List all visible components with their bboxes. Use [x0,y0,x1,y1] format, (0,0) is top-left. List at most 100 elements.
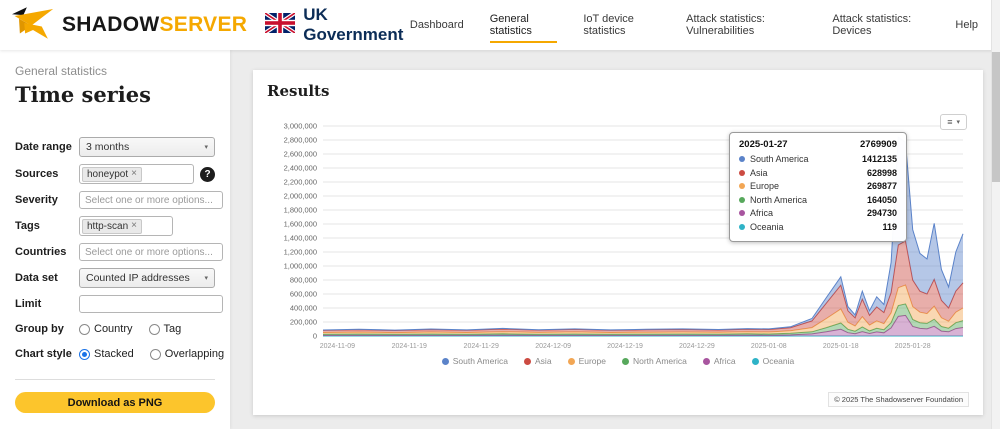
svg-text:2,400,000: 2,400,000 [284,164,317,173]
svg-text:2024-11-19: 2024-11-19 [392,343,427,350]
data-set-select[interactable]: Counted IP addresses ▾ [79,268,215,288]
svg-text:3,000,000: 3,000,000 [284,122,317,131]
tags-row: Tags http-scan × [15,216,215,236]
sources-input[interactable]: honeypot × [79,164,194,184]
legend-item[interactable]: Oceania [751,356,794,366]
series-color-dot [739,223,745,230]
copyright-text: © 2025 The Shadowserver Foundation [828,392,969,407]
breadcrumb: General statistics [15,64,108,78]
scrollbar[interactable] [991,0,1000,429]
legend-item[interactable]: Asia [524,356,552,366]
sidebar-divider [15,379,215,380]
tooltip-row: Asia 628998 [739,168,897,178]
limit-label: Limit [15,298,42,310]
svg-text:2,600,000: 2,600,000 [284,150,317,159]
series-color-dot [702,357,710,365]
svg-text:400,000: 400,000 [290,304,317,313]
filter-chip[interactable]: http-scan × [82,218,142,234]
results-card: Results ≡ ▾ 0 200,000 400,000 600,000 800,00… [253,70,983,415]
radio-unchecked-icon[interactable] [148,323,160,335]
date-range-select[interactable]: 3 months ▾ [79,137,215,157]
radio-option[interactable]: Stacked [79,348,134,360]
legend-item[interactable]: Africa [702,356,736,366]
svg-text:600,000: 600,000 [290,290,317,299]
filter-chip[interactable]: honeypot × [82,166,142,182]
svg-text:1,800,000: 1,800,000 [284,206,317,215]
uk-government-badge: UK Government [264,5,410,45]
bird-icon [12,6,54,45]
svg-text:2025-01-28: 2025-01-28 [895,343,931,350]
countries-row: Countries [15,243,223,261]
legend-item[interactable]: South America [441,356,508,366]
chart-export-menu-button[interactable]: ≡ ▾ [940,114,967,130]
shadowserver-logo[interactable]: SHADOWSERVER [12,6,247,45]
series-color-dot [567,357,575,365]
svg-text:2024-12-29: 2024-12-29 [679,343,715,350]
series-color-dot [739,210,745,216]
svg-text:2024-11-29: 2024-11-29 [464,343,499,350]
top-bar: SHADOWSERVER UK Government Dashboard Gene… [0,0,1000,50]
chart-legend: South America Asia Europe North America Afri… [267,356,969,366]
series-color-dot [739,169,745,176]
tooltip-date: 2025-01-27 [739,139,788,150]
date-range-label: Date range [15,141,72,153]
tooltip-row: North America 164050 [739,195,897,205]
countries-input[interactable] [79,243,223,261]
severity-input[interactable] [79,191,223,209]
main-nav: Dashboard General statistics IoT device st… [410,8,978,43]
svg-text:2024-12-19: 2024-12-19 [607,343,643,350]
remove-chip-icon[interactable]: × [131,168,137,179]
page-title: Time series [15,82,151,107]
tooltip-rows: South America 1412135 Asia 628998 Europe 2698… [739,154,897,232]
nav-item[interactable]: Dashboard [409,18,464,31]
limit-row: Limit [15,295,223,313]
svg-text:2024-11-09: 2024-11-09 [320,343,355,350]
legend-item[interactable]: North America [621,356,687,366]
filters-sidebar: General statistics Time series Date rang… [0,50,230,429]
nav-item[interactable]: Help [955,18,979,31]
radio-unchecked-icon[interactable] [79,323,90,335]
nav-item[interactable]: Attack statistics: Vulnerabilities [686,12,765,37]
radio-unchecked-icon[interactable] [149,348,161,360]
radio-option[interactable]: Overlapping [149,348,224,360]
chevron-down-icon: ▾ [204,144,208,151]
results-title: Results [267,82,330,100]
svg-text:2025-01-18: 2025-01-18 [823,343,859,350]
chart-tooltip: 2025-01-27 2769909 South America 1412135 A… [729,132,907,242]
group-by-row: Group by Country Tag [15,320,215,338]
radio-checked-icon[interactable] [79,348,90,360]
legend-item[interactable]: Europe [567,356,606,366]
nav-item[interactable]: General statistics [489,8,558,43]
download-png-button[interactable]: Download as PNG [15,392,215,413]
remove-chip-icon[interactable]: × [131,220,137,231]
group-by-label: Group by [15,323,64,335]
series-color-dot [441,357,449,365]
svg-text:2025-01-08: 2025-01-08 [751,343,787,350]
svg-text:800,000: 800,000 [290,276,317,285]
data-set-label: Data set [15,272,58,284]
scrollbar-thumb[interactable] [992,52,1000,182]
tags-input[interactable]: http-scan × [79,216,173,236]
svg-text:200,000: 200,000 [290,318,317,327]
radio-option[interactable]: Tag [148,323,181,335]
data-set-row: Data set Counted IP addresses ▾ [15,268,215,288]
chart-style-row: Chart style Stacked Overlapping [15,345,224,363]
limit-input[interactable] [79,295,223,313]
svg-text:1,400,000: 1,400,000 [284,234,317,243]
severity-row: Severity [15,191,223,209]
brand-server: SERVER [159,13,248,36]
gov-label: UK Government [303,5,404,44]
help-question-icon[interactable]: ? [200,166,215,182]
nav-item[interactable]: IoT device statistics [583,12,634,37]
svg-text:1,600,000: 1,600,000 [284,220,317,229]
nav-item[interactable]: Attack statistics: Devices [832,12,912,37]
date-range-value: 3 months [86,141,130,153]
tooltip-total: 2769909 [860,139,897,150]
countries-label: Countries [15,246,67,258]
series-color-dot [524,357,532,365]
chevron-down-icon: ▾ [204,275,208,282]
radio-option[interactable]: Country [79,323,133,335]
hamburger-menu-icon: ≡ [947,117,953,127]
tooltip-row: South America 1412135 [739,154,897,164]
series-color-dot [739,183,745,189]
